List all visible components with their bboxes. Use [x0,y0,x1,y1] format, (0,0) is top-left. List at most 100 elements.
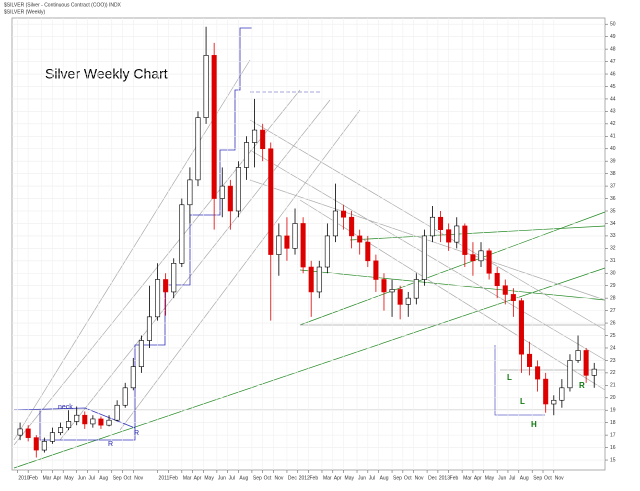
y-tick-label: 34 [610,221,616,227]
x-tick-label: 2013 [439,475,450,481]
annotation: L [507,373,512,382]
y-tick-label: 17 [610,432,616,438]
y-tick-label: 32 [610,246,616,252]
neckline [13,407,136,429]
x-tick-label: Oct [124,475,132,481]
x-tick-label: Jul [229,475,235,481]
candle-body [470,254,476,262]
y-tick-label: 21 [610,383,616,389]
candle-body [33,437,39,451]
candle-body [82,414,88,425]
candle-body [405,297,411,305]
candle-body [114,404,120,421]
candle-body [179,204,185,264]
candle-body [17,428,23,436]
trendline [299,211,606,326]
candle-body [146,316,152,341]
candle-body [494,272,500,287]
y-tick-label: 33 [610,233,616,239]
y-tick-label: 26 [610,320,616,326]
y-tick-label: 27 [610,308,616,314]
candle-body [583,350,589,376]
y-tick-label: 44 [610,96,616,102]
x-tick-label: Dec [288,475,297,481]
annotation: R [108,441,113,448]
candle-body [381,279,387,293]
y-tick-label: 30 [610,271,616,277]
y-tick-label: 47 [610,59,616,65]
candle-body [155,279,161,318]
trendline [349,225,606,241]
annotation: R [579,381,585,390]
candle-body [575,350,581,361]
candle-body [324,235,330,268]
marks: 15 16 17 18 19 20 21 22 23 24 25 26 27 28 29 30 31 32 33 34… [12,18,616,481]
candle-body [462,225,468,255]
trendline [299,269,606,301]
x-tick-label: Jun [358,475,366,481]
y-tick-label: 49 [610,34,616,40]
candle-body [559,387,565,401]
candle-body [365,241,371,262]
y-tick-label: 25 [610,333,616,339]
y-tick-label: 36 [610,196,616,202]
x-tick-label: Nov [555,475,564,481]
candle-body [446,229,452,243]
candle-body [187,179,193,206]
candle-body [138,340,144,367]
trendline [13,59,251,441]
y-tick-label: 24 [610,345,616,351]
candle-body [203,55,209,118]
y-tick-label: 23 [610,358,616,364]
trendline [249,179,606,301]
y-tick-label: 15 [610,457,616,463]
candle-body [341,210,347,218]
candle-body [268,148,274,255]
candle-body [510,294,516,301]
x-tick-label: May [345,475,355,481]
y-tick-label: 42 [610,121,616,127]
candle-body [98,418,104,426]
candle-body [389,289,395,293]
candle-body [66,421,72,428]
candle-body [260,129,266,150]
candle-body [171,263,177,293]
annotation: R [134,430,139,437]
y-tick-label: 28 [610,295,616,301]
candle-body [535,366,541,380]
candle-body [284,235,290,249]
candle-body [527,353,533,367]
candle-body [332,210,338,237]
x-tick-label: May [204,475,214,481]
candle-body [243,142,250,168]
candle-body [543,378,549,405]
y-tick-label: 41 [610,134,616,140]
x-tick-label: 2010 [18,475,29,481]
x-tick-label: Apr [194,475,202,481]
candle-body [357,235,363,243]
y-tick-label: 40 [610,146,616,152]
x-tick-label: Feb [310,475,319,481]
x-tick-label: Apr [474,475,482,481]
candle-body [252,129,258,143]
y-tick-label: 19 [610,408,616,414]
x-tick-label: Sep [113,475,122,481]
candle-body [25,428,31,438]
candle-body [502,285,508,295]
candle-body [292,223,298,249]
candle-body [300,223,306,268]
x-tick-label: Aug [239,475,248,481]
x-tick-label: Sep [253,475,262,481]
x-tick-label: Apr [53,475,61,481]
candle-body [373,260,379,280]
candle-body [308,266,314,293]
candle-body [57,427,64,433]
x-tick-label: Mar [323,475,332,481]
candle-body [227,185,233,212]
candle-body [122,387,128,406]
candle-body [211,55,217,199]
y-tick-label: 16 [610,445,616,451]
x-tick-label: Jul [369,475,375,481]
